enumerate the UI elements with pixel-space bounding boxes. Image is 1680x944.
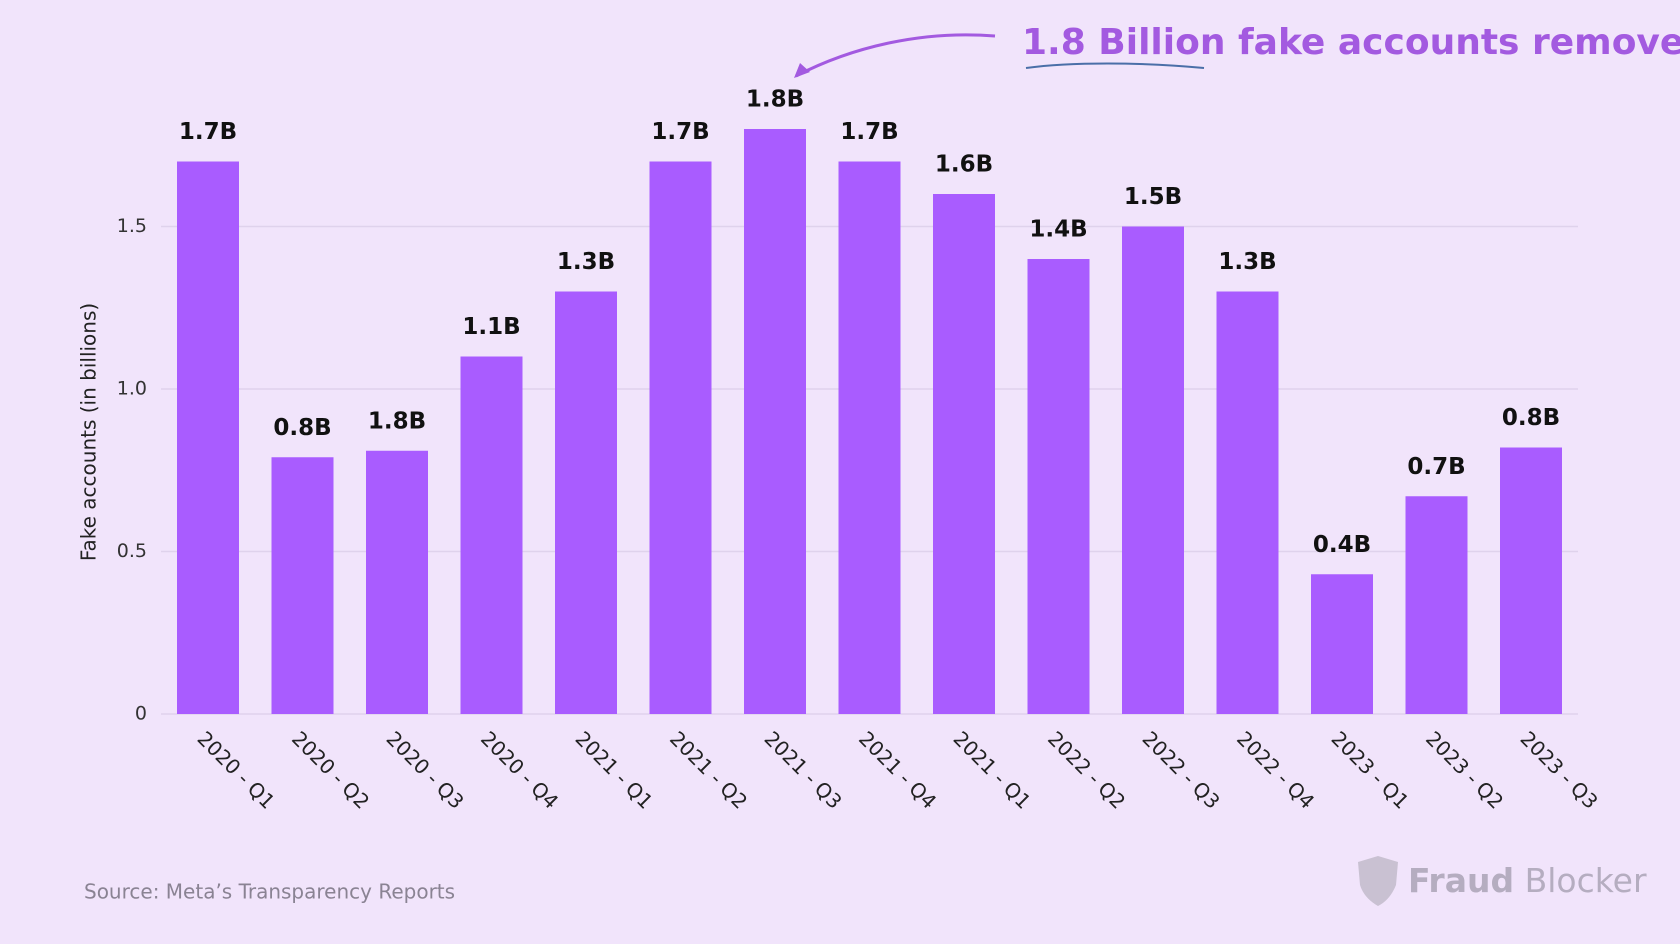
value-label: 0.8B bbox=[273, 415, 331, 441]
bar bbox=[271, 457, 334, 714]
bar bbox=[177, 161, 239, 714]
value-label: 0.7B bbox=[1407, 454, 1465, 480]
logo-word: Fraud bbox=[1408, 861, 1514, 900]
value-label: 1.7B bbox=[840, 119, 898, 145]
value-label: 0.8B bbox=[1502, 405, 1560, 431]
bar bbox=[1216, 291, 1279, 714]
value-label: 1.6B bbox=[935, 152, 993, 178]
y-tick-label: 1.0 bbox=[117, 378, 147, 400]
bar bbox=[366, 450, 428, 714]
bar bbox=[1405, 496, 1468, 714]
value-label: 1.8B bbox=[368, 408, 426, 434]
y-tick-label: 1.5 bbox=[117, 215, 147, 237]
bar bbox=[1027, 259, 1090, 714]
logo-icon bbox=[1358, 856, 1398, 906]
value-label: 0.4B bbox=[1313, 532, 1371, 558]
logo-text: Fraud Blocker bbox=[1408, 861, 1647, 900]
arrow-head bbox=[794, 63, 810, 78]
y-axis-label: Fake accounts (in billions) bbox=[77, 303, 101, 561]
annotation-arrow bbox=[795, 33, 996, 78]
y-tick-label: 0.5 bbox=[117, 540, 147, 562]
y-tick-label: 0 bbox=[135, 703, 147, 725]
bar bbox=[649, 161, 712, 714]
bar bbox=[933, 194, 995, 714]
value-label: 1.4B bbox=[1029, 217, 1087, 243]
value-label: 1.7B bbox=[179, 119, 237, 145]
value-label: 1.7B bbox=[651, 119, 709, 145]
annotation-underline bbox=[1025, 62, 1205, 69]
value-label: 1.5B bbox=[1124, 184, 1182, 210]
value-label: 1.1B bbox=[462, 314, 520, 340]
value-label: 1.8B bbox=[746, 87, 804, 113]
value-label: 1.3B bbox=[557, 249, 615, 275]
annotation: 1.8 Billion fake accounts removed bbox=[1022, 22, 1680, 63]
value-label: 1.3B bbox=[1218, 249, 1276, 275]
bar bbox=[744, 129, 806, 714]
logo-word: Blocker bbox=[1525, 861, 1647, 900]
source: Source: Meta’s Transparency Reports bbox=[84, 880, 455, 904]
bar bbox=[460, 356, 523, 714]
bar bbox=[1311, 574, 1373, 714]
bar bbox=[1122, 226, 1184, 714]
logo: Fraud Blocker bbox=[1358, 856, 1647, 906]
bar bbox=[838, 161, 901, 714]
bar bbox=[555, 291, 617, 714]
bar bbox=[1500, 447, 1562, 714]
